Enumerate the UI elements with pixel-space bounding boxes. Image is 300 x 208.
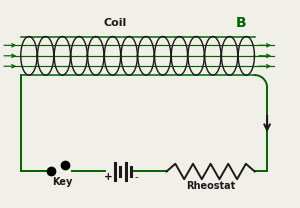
Text: +: + <box>104 172 112 182</box>
Text: Rheostat: Rheostat <box>186 181 235 191</box>
Text: Key: Key <box>52 177 72 187</box>
Text: B: B <box>236 16 246 30</box>
Text: Coil: Coil <box>104 18 127 28</box>
Text: -: - <box>135 172 139 182</box>
